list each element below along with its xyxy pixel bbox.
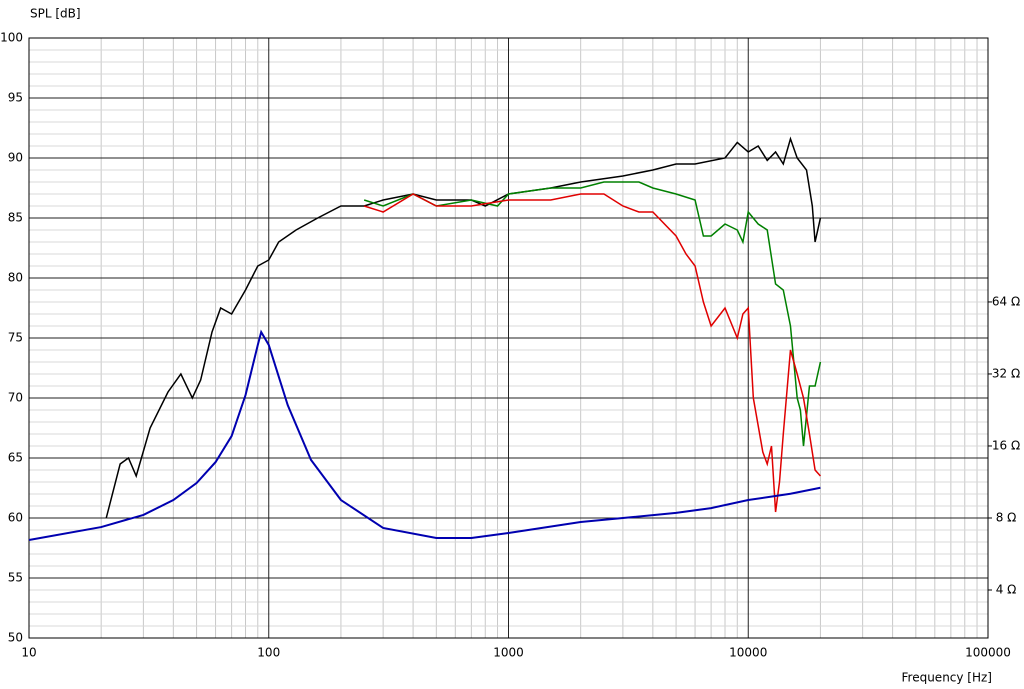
x-tick-label: 1000 bbox=[493, 646, 524, 660]
x-axis-label: Frequency [Hz] bbox=[902, 671, 993, 685]
y-tick-label: 90 bbox=[8, 151, 23, 165]
y2-tick-label: 64 Ω bbox=[992, 294, 1020, 308]
y-tick-label: 50 bbox=[8, 631, 23, 645]
y-tick-label: 95 bbox=[8, 91, 23, 105]
x-tick-label: 100000 bbox=[965, 646, 1011, 660]
series-line bbox=[363, 193, 821, 513]
y-tick-label: 60 bbox=[8, 511, 23, 525]
y-tick-label: 65 bbox=[8, 451, 23, 465]
x-tick-label: 10000 bbox=[729, 646, 767, 660]
y-tick-label: 75 bbox=[8, 331, 23, 345]
series-line bbox=[363, 181, 822, 447]
y-tick-label: 55 bbox=[8, 571, 23, 585]
y-tick-label: 100 bbox=[0, 31, 23, 45]
series-line bbox=[105, 136, 822, 519]
x-tick-label: 10 bbox=[21, 646, 36, 660]
y-tick-label: 70 bbox=[8, 391, 23, 405]
y-tick-label: 85 bbox=[8, 211, 23, 225]
y2-tick-label: 32 Ω bbox=[992, 366, 1020, 380]
y2-tick-label: 4 Ω bbox=[996, 582, 1017, 596]
y2-tick-label: 8 Ω bbox=[996, 510, 1017, 524]
y-axis-label: SPL [dB] bbox=[30, 7, 81, 21]
x-tick-label: 100 bbox=[257, 646, 280, 660]
plot-border bbox=[28, 37, 989, 639]
y-tick-label: 80 bbox=[8, 271, 23, 285]
y2-tick-label: 16 Ω bbox=[992, 438, 1020, 452]
series-line bbox=[28, 329, 821, 542]
